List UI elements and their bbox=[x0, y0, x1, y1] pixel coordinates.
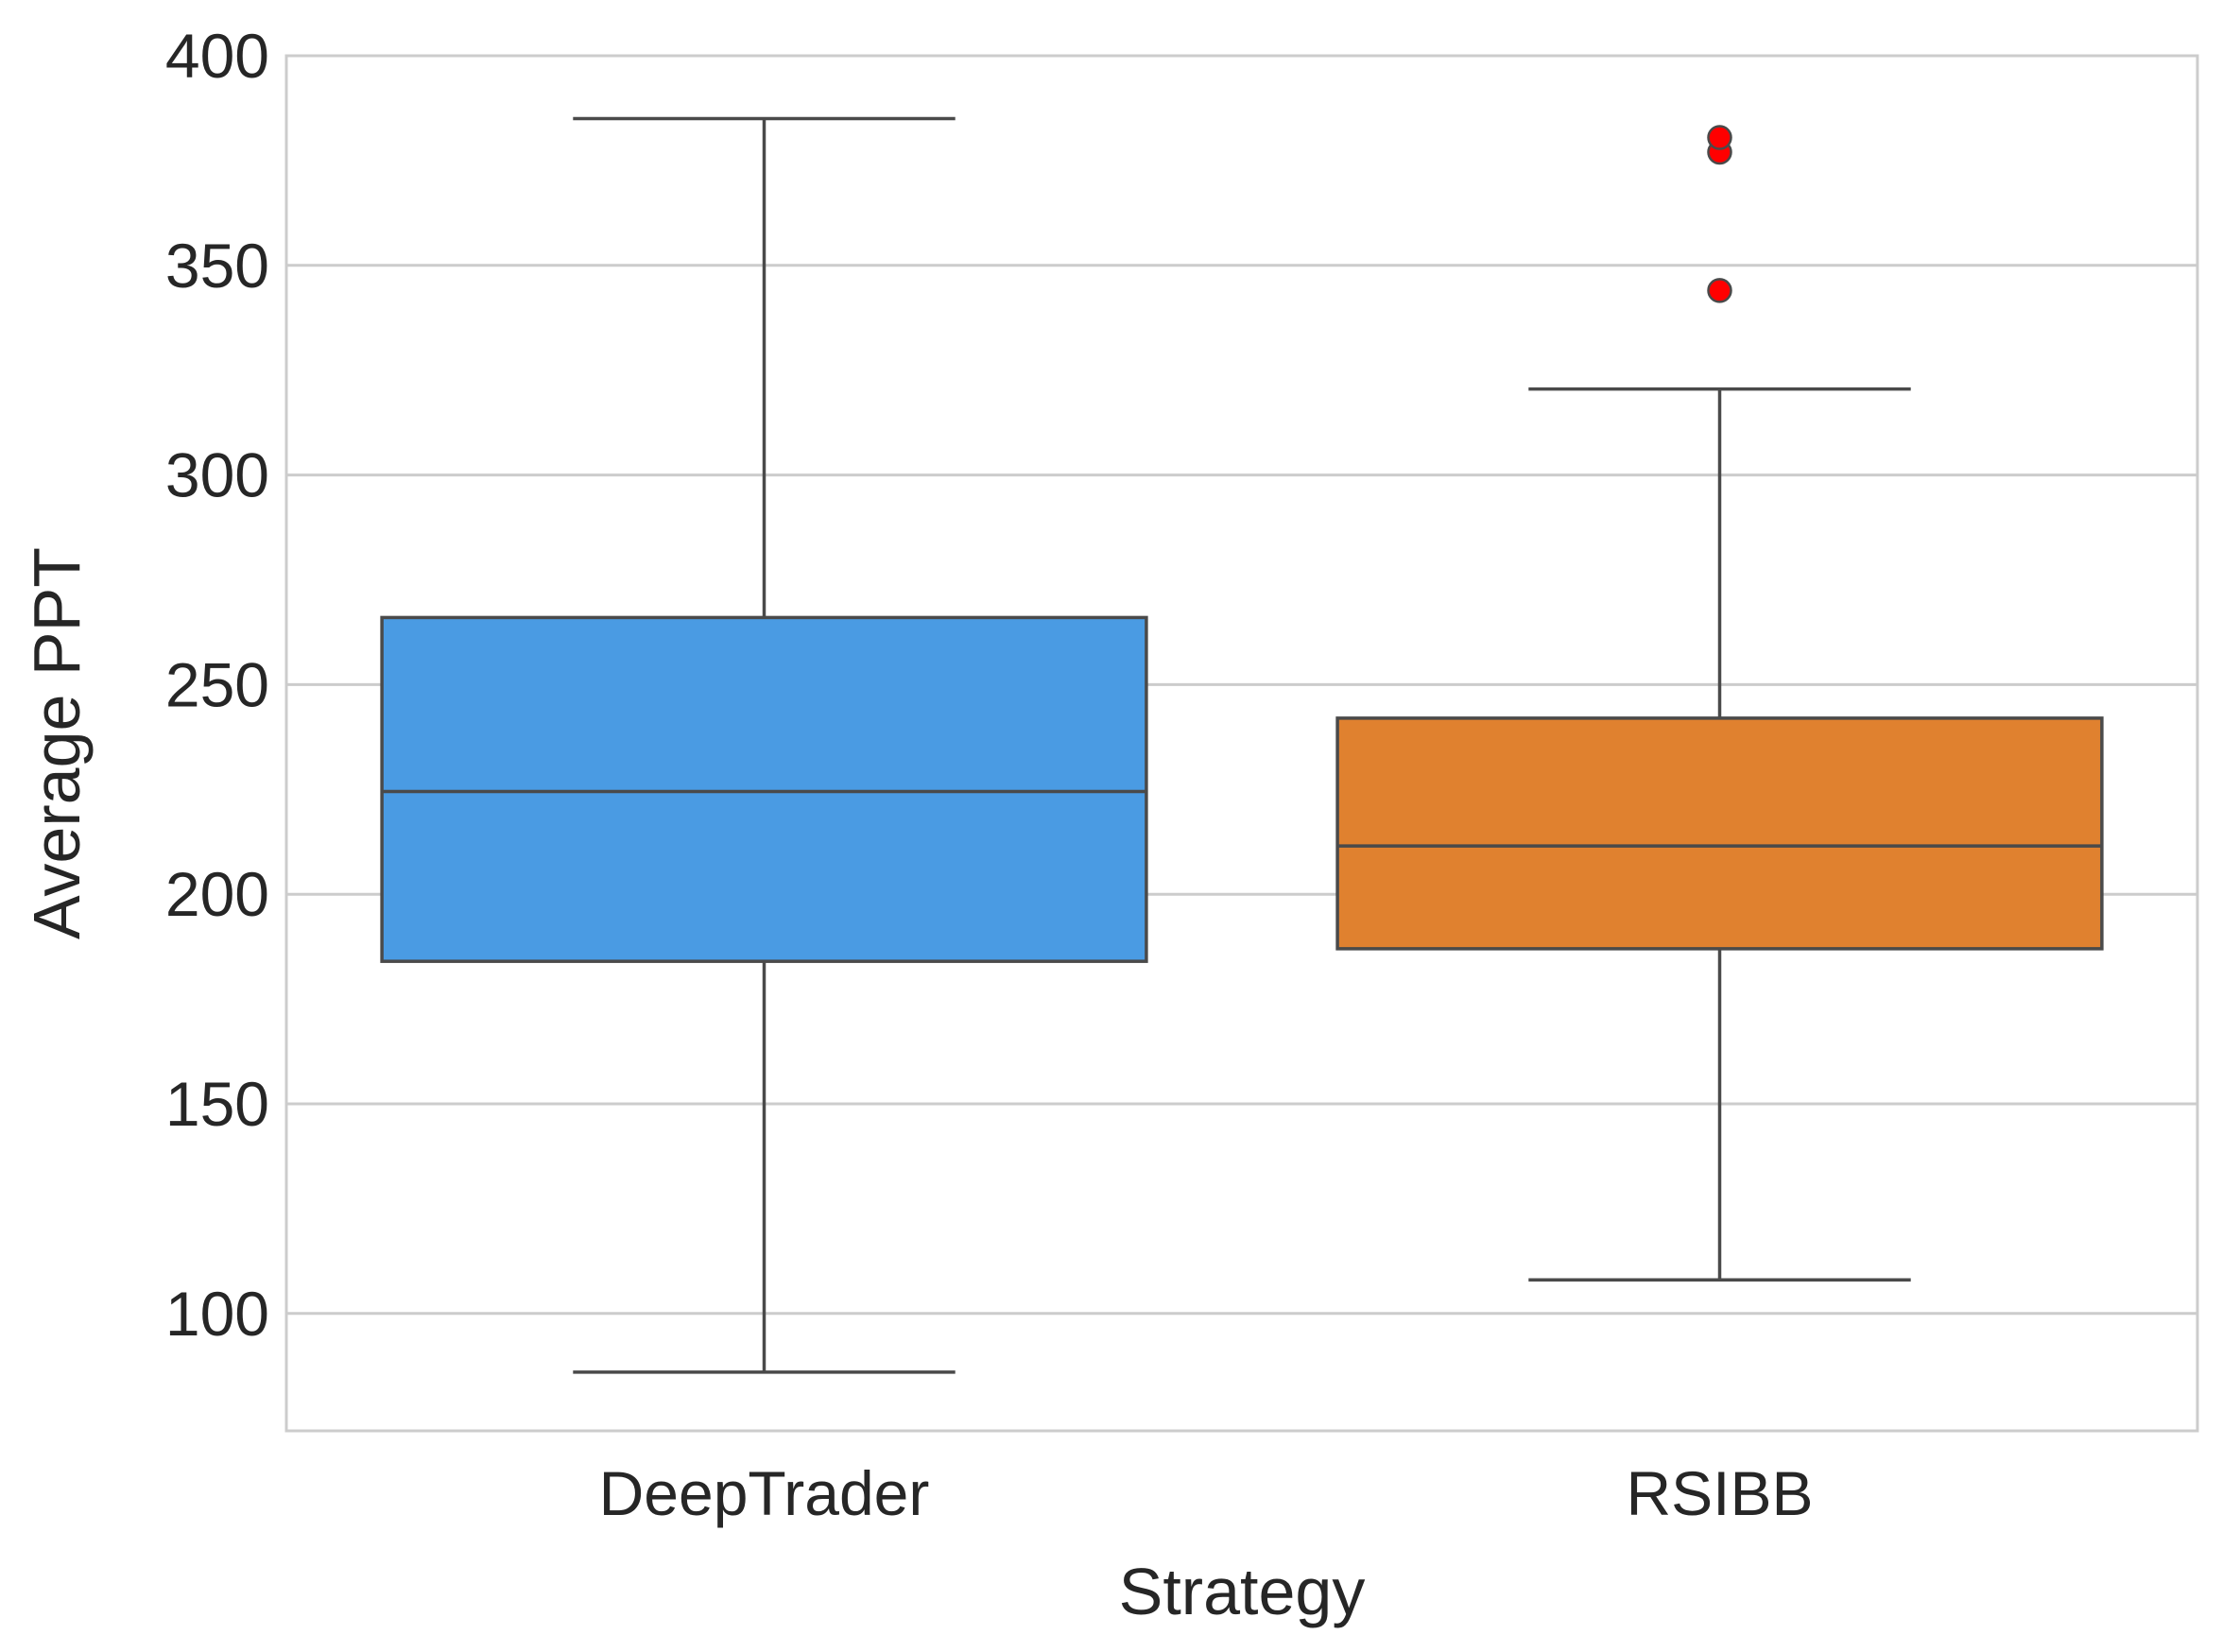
outlier-point bbox=[1707, 125, 1732, 150]
iqr-box bbox=[1335, 716, 2104, 951]
y-tick-label: 300 bbox=[165, 440, 269, 510]
y-tick-label: 200 bbox=[165, 859, 269, 929]
y-tick-label: 100 bbox=[165, 1279, 269, 1349]
y-tick-label: 400 bbox=[165, 21, 269, 91]
box-rsibb bbox=[1335, 125, 2104, 1282]
y-tick-label: 150 bbox=[165, 1069, 269, 1139]
plot-frame bbox=[284, 54, 2199, 1433]
y-tick-labels: 100 150 200 250 300 350 400 bbox=[165, 21, 269, 1349]
x-axis-label: Strategy bbox=[1119, 1555, 1366, 1628]
y-tick-label: 250 bbox=[165, 649, 269, 719]
y-axis-label: Average PPT bbox=[20, 547, 94, 939]
y-tick-label: 350 bbox=[165, 231, 269, 301]
outlier-point bbox=[1707, 278, 1732, 303]
x-tick-label: RSIBB bbox=[1626, 1458, 1813, 1528]
x-tick-labels: DeepTrader RSIBB bbox=[599, 1458, 1814, 1528]
x-tick-label: DeepTrader bbox=[599, 1458, 930, 1528]
box-series bbox=[380, 116, 2104, 1374]
iqr-box bbox=[380, 615, 1148, 963]
box-deeptrader bbox=[380, 116, 1148, 1374]
